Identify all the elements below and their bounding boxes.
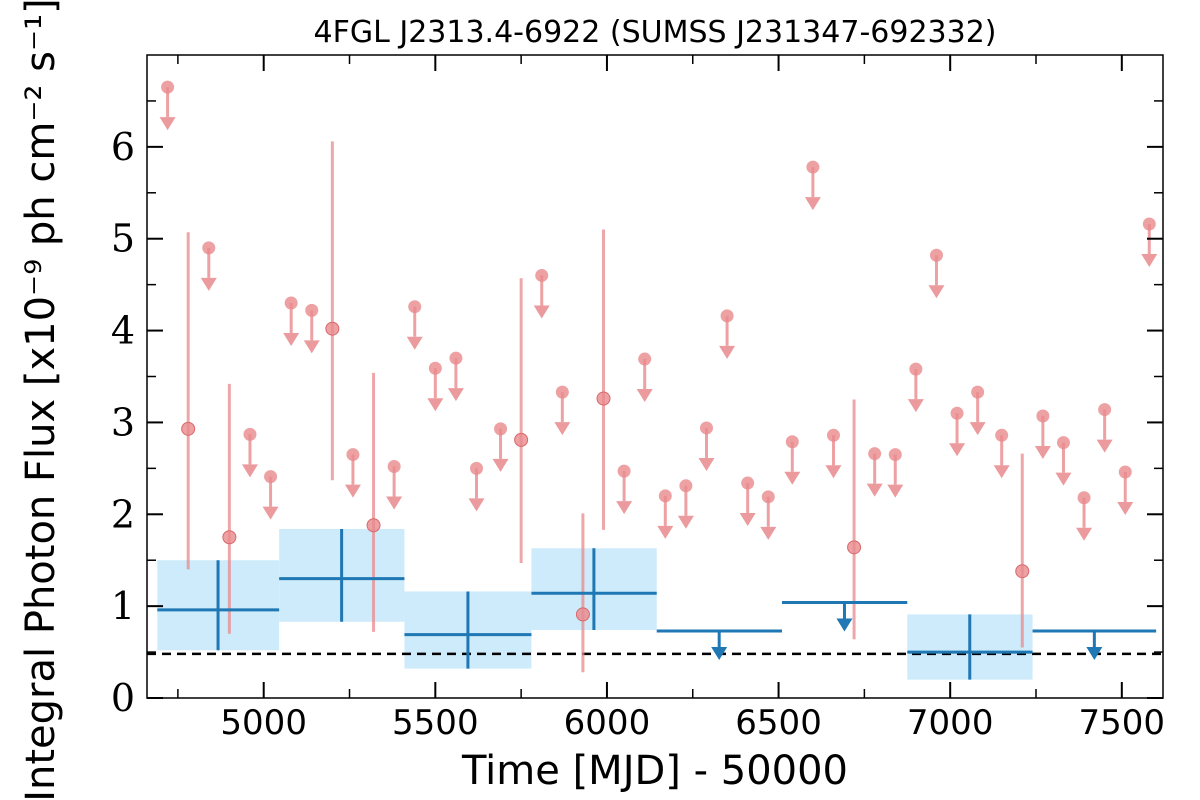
short-bin-upper-limit-arrow — [406, 336, 423, 350]
short-bin-upper-limit-arrow — [386, 496, 403, 510]
short-bin-upper-limit-arrow — [677, 515, 694, 529]
short-bin-point — [575, 607, 590, 622]
short-bin-upper-limit-arrow — [1117, 502, 1134, 516]
short-bin-upper-limit-arrow — [657, 525, 674, 539]
x-tick-label: 7000 — [907, 703, 994, 743]
short-bin-upper-limit-arrow — [159, 117, 176, 131]
short-bin-upper-limit-arrow — [760, 526, 777, 540]
long-bin-upper-limit-arrow — [711, 646, 728, 660]
short-bin-upper-limit-arrow — [447, 388, 464, 402]
short-bin-upper-limit-arrow — [1055, 472, 1072, 486]
short-bin-upper-limit-arrow — [1076, 527, 1093, 541]
short-bin-upper-limit-arrow — [928, 285, 945, 299]
y-tick-label: 3 — [111, 400, 135, 444]
x-tick-label: 5000 — [220, 703, 307, 743]
y-tick-label: 6 — [111, 125, 135, 169]
short-bin-upper-limit-arrow — [969, 422, 986, 436]
short-bin-upper-limit-arrow — [554, 422, 571, 436]
short-bin-point — [596, 391, 611, 406]
short-bin-upper-limit-arrow — [949, 443, 966, 457]
short-bin-point — [222, 530, 237, 545]
short-bin-upper-limit-arrow — [200, 277, 217, 291]
short-bin-point — [514, 432, 529, 447]
short-bin-upper-limit-arrow — [492, 458, 509, 472]
short-bin-upper-limit-arrow — [1141, 254, 1158, 268]
short-bin-upper-limit-arrow — [804, 197, 821, 211]
x-tick-label: 6500 — [735, 703, 822, 743]
short-bin-upper-limit-arrow — [468, 498, 485, 512]
short-bin-point — [366, 518, 381, 533]
y-tick-label: 0 — [111, 676, 135, 720]
short-bin-upper-limit-arrow — [533, 305, 550, 319]
long-bin-upper-limit-arrow — [1086, 646, 1103, 660]
short-bin-point — [325, 321, 340, 336]
short-bin-upper-limit-arrow — [866, 483, 883, 497]
y-tick-label: 5 — [111, 217, 135, 261]
short-bin-point — [1015, 564, 1030, 579]
short-bin-upper-limit-arrow — [616, 501, 633, 515]
short-bin-upper-limit-arrow — [719, 345, 736, 359]
long-bin-upper-limit-arrow — [836, 618, 853, 632]
short-bin-upper-limit-arrow — [993, 465, 1010, 479]
short-bin-upper-limit-arrow — [344, 484, 361, 498]
chart-title: 4FGL J2313.4-6922 (SUMSS J231347-692332) — [314, 15, 997, 50]
short-bin-upper-limit-arrow — [698, 457, 715, 471]
short-bin-upper-limit-arrow — [241, 464, 258, 478]
short-bin-upper-limit-arrow — [825, 465, 842, 479]
short-bin-upper-limit-arrow — [1096, 439, 1113, 453]
short-bin-upper-limit-arrow — [907, 399, 924, 413]
y-axis-label: Integral Photon Flux [x10⁻⁹ ph cm⁻² s⁻¹] — [18, 0, 64, 800]
short-bin-upper-limit-arrow — [784, 471, 801, 485]
short-bin-upper-limit-arrow — [283, 333, 300, 347]
short-bin-upper-limit-arrow — [303, 340, 320, 354]
short-bin-upper-limit-arrow — [636, 389, 653, 403]
y-tick-label: 4 — [111, 309, 135, 353]
short-bin-upper-limit-arrow — [887, 484, 904, 498]
y-tick-label: 1 — [111, 584, 135, 628]
x-tick-label: 5500 — [392, 703, 479, 743]
x-tick-label: 7500 — [1079, 703, 1166, 743]
short-bin-upper-limit-arrow — [1034, 445, 1051, 459]
short-bin-point — [181, 421, 196, 436]
short-bin-upper-limit-arrow — [262, 506, 279, 520]
y-tick-label: 2 — [111, 492, 135, 536]
x-tick-label: 6000 — [564, 703, 651, 743]
short-bin-upper-limit-arrow — [427, 398, 444, 412]
x-axis-label: Time [MJD] - 50000 — [461, 748, 848, 794]
short-bin-upper-limit-arrow — [739, 513, 756, 527]
short-bin-point — [847, 540, 862, 555]
